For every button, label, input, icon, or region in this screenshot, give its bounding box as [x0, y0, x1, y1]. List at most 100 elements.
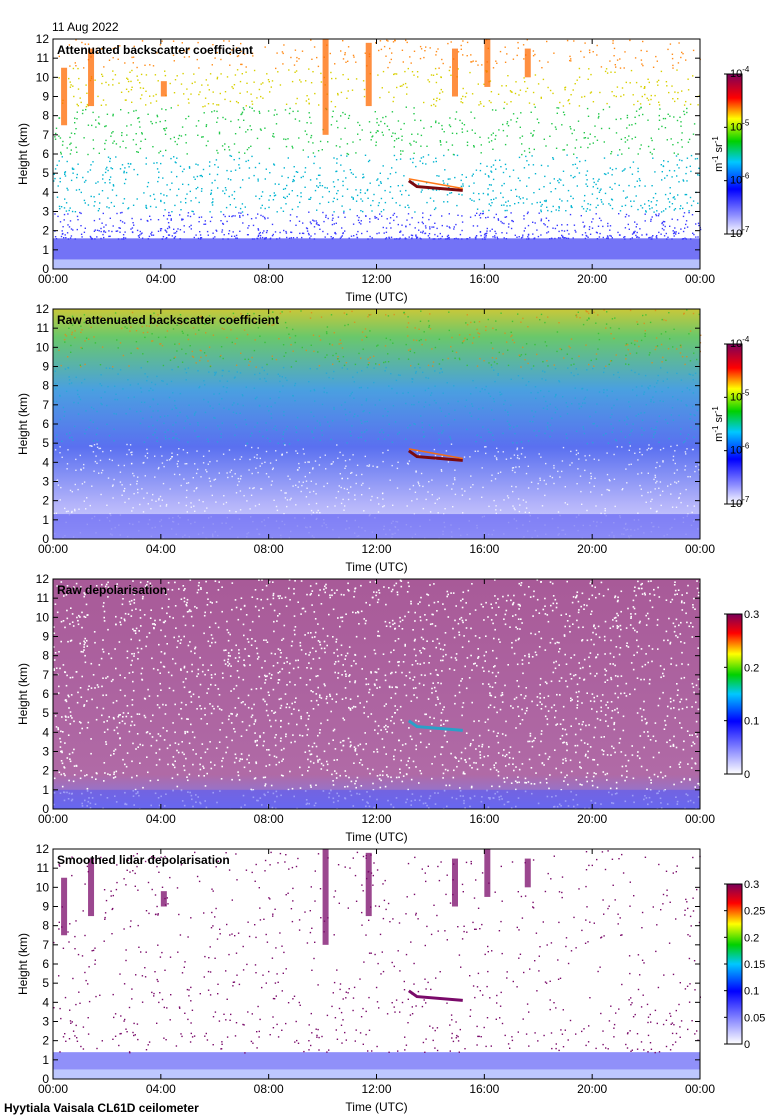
- noise-dot: [188, 48, 190, 51]
- noise-dot: [318, 464, 321, 466]
- noise-dot: [595, 411, 597, 413]
- noise-dot: [271, 468, 274, 471]
- noise-dot: [112, 113, 114, 116]
- noise-dot: [336, 198, 339, 201]
- noise-dot: [232, 215, 234, 217]
- noise-dot: [121, 132, 123, 134]
- noise-dot: [506, 121, 509, 123]
- noise-dot: [289, 107, 291, 110]
- noise-dot: [552, 227, 554, 229]
- noise-dot: [359, 139, 361, 141]
- noise-dot: [603, 141, 605, 143]
- noise-dot: [361, 422, 363, 424]
- noise-dot: [98, 472, 100, 474]
- noise-dot: [401, 184, 404, 187]
- noise-dot: [625, 213, 628, 216]
- noise-dot: [319, 202, 321, 205]
- noise-dot: [664, 177, 666, 179]
- noise-dot: [553, 52, 555, 54]
- noise-dot: [66, 468, 68, 470]
- noise-dot: [196, 175, 199, 178]
- noise-dot: [312, 437, 315, 439]
- noise-dot: [586, 107, 589, 110]
- noise-dot: [631, 173, 634, 175]
- noise-dot: [219, 380, 221, 382]
- noise-dot: [641, 494, 643, 497]
- noise-dot: [449, 125, 452, 128]
- noise-dot: [347, 323, 349, 326]
- noise-dot: [199, 231, 201, 233]
- noise-dot: [690, 238, 692, 240]
- noise-dot: [257, 234, 260, 237]
- noise-dot: [502, 353, 504, 355]
- noise-dot: [482, 192, 485, 195]
- noise-dot: [198, 329, 200, 331]
- noise-dot: [527, 465, 529, 467]
- noise-dot: [300, 195, 302, 198]
- noise-dot: [420, 310, 422, 312]
- noise-dot: [484, 446, 486, 448]
- noise-dot: [495, 509, 497, 511]
- noise-dot: [276, 509, 279, 512]
- noise-dot: [449, 192, 451, 194]
- noise-dot: [97, 181, 99, 183]
- noise-dot: [389, 173, 392, 175]
- noise-dot: [144, 138, 147, 140]
- noise-dot: [66, 433, 68, 435]
- noise-dot: [566, 437, 568, 439]
- noise-dot: [259, 457, 261, 460]
- noise-dot: [368, 314, 371, 316]
- noise-dot: [662, 490, 664, 492]
- noise-dot: [212, 407, 214, 409]
- noise-dot: [217, 152, 219, 154]
- noise-dot: [86, 497, 88, 499]
- noise-dot: [689, 389, 691, 391]
- noise-dot: [479, 217, 482, 219]
- noise-dot: [513, 341, 516, 344]
- noise-dot: [337, 216, 340, 218]
- noise-dot: [655, 391, 657, 393]
- noise-dot: [443, 513, 445, 515]
- noise-dot: [650, 220, 652, 222]
- noise-dot: [289, 220, 291, 222]
- noise-dot: [182, 72, 184, 75]
- noise-dot: [510, 331, 512, 333]
- noise-dot: [678, 496, 680, 499]
- noise-dot: [122, 388, 124, 390]
- noise-dot: [154, 431, 156, 434]
- noise-dot: [464, 490, 466, 492]
- noise-dot: [143, 401, 146, 404]
- noise-dot: [164, 415, 166, 417]
- noise-dot: [190, 93, 192, 95]
- noise-dot: [326, 233, 329, 235]
- noise-dot: [640, 472, 643, 474]
- noise-dot: [211, 182, 213, 184]
- noise-dot: [592, 218, 594, 220]
- noise-dot: [552, 158, 555, 160]
- noise-dot: [279, 312, 282, 315]
- noise-dot: [253, 349, 256, 352]
- noise-dot: [461, 194, 463, 196]
- noise-dot: [280, 489, 282, 492]
- noise-dot: [585, 310, 588, 313]
- noise-dot: [307, 141, 310, 143]
- noise-dot: [257, 237, 259, 240]
- noise-dot: [176, 415, 179, 417]
- noise-dot: [136, 173, 139, 176]
- noise-dot: [239, 458, 241, 460]
- noise-dot: [526, 39, 528, 41]
- noise-dot: [567, 189, 570, 192]
- noise-dot: [272, 199, 275, 201]
- noise-dot: [570, 58, 572, 60]
- noise-dot: [677, 153, 679, 155]
- noise-dot: [621, 489, 623, 491]
- noise-dot: [228, 449, 231, 451]
- noise-dot: [645, 210, 647, 212]
- noise-dot: [582, 402, 584, 404]
- noise-dot: [166, 231, 168, 233]
- noise-dot: [140, 401, 143, 403]
- noise-dot: [242, 214, 244, 217]
- noise-dot: [63, 213, 66, 216]
- noise-dot: [546, 206, 548, 208]
- noise-dot: [100, 230, 102, 233]
